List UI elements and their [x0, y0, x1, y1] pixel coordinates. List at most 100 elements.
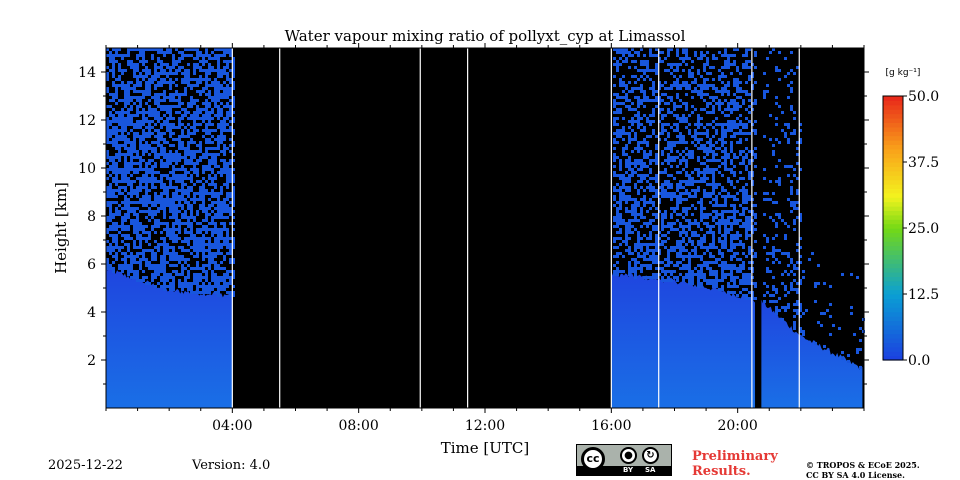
date-label: 2025-12-22 [48, 458, 123, 473]
x-axis-label: Time [UTC] [441, 439, 530, 457]
colorbar-segment [883, 214, 903, 220]
colorbar-segment [883, 162, 903, 167]
colorbar-segment [883, 324, 903, 330]
moist-layer [106, 267, 233, 408]
colorbar-unit-label: [g kg⁻¹] [886, 68, 921, 78]
colorbar-segment [883, 241, 903, 247]
plot-area [105, 47, 865, 409]
colorbar-segment [883, 258, 903, 264]
colorbar-segment [883, 135, 903, 141]
colorbar-segment [883, 153, 903, 159]
cc-logo-icon: cc [581, 447, 605, 471]
colorbar-segment [883, 280, 903, 286]
colorbar-segment [883, 192, 903, 198]
colorbar-segment [883, 272, 903, 277]
colorbar-segment [883, 166, 903, 172]
chart-title: Water vapour mixing ratio of pollyxt_cyp… [285, 27, 686, 45]
colorbar-segment [883, 201, 903, 207]
moist-layer [761, 299, 863, 408]
colorbar-segment [883, 250, 903, 255]
colorbar-segment [883, 144, 903, 150]
x-tick-label: 08:00 [338, 418, 378, 434]
copyright-line-2: CC BY SA 4.0 License. [806, 470, 905, 480]
colorbar-segment [883, 170, 903, 176]
colorbar-segment [883, 228, 903, 233]
colorbar-tick-label: 25.0 [908, 221, 939, 237]
humidity-field [106, 48, 865, 408]
colorbar-segment [883, 342, 903, 348]
colorbar-segment [883, 338, 903, 343]
x-axis: 04:00 08:00 12:00 16:00 20:00 [105, 43, 865, 434]
colorbar-segment [883, 267, 903, 273]
preliminary-line-1: Preliminary [692, 449, 778, 464]
colorbar-segment [883, 329, 903, 335]
colorbar-segment [883, 276, 903, 282]
cc-license-badge: cc ● ↻ BY SA [576, 444, 672, 476]
preliminary-results-note: Preliminary Results. [692, 449, 778, 479]
colorbar-segment [883, 351, 903, 357]
colorbar-segment [883, 316, 903, 321]
colorbar-segment [883, 219, 903, 225]
colorbar-segment [883, 109, 903, 115]
colorbar-segment [883, 223, 903, 229]
attribution-person-icon: ● [620, 447, 637, 464]
colorbar-segment [883, 285, 903, 291]
y-tick-label: 4 [87, 305, 96, 321]
version-label: Version: 4.0 [192, 458, 271, 473]
colorbar-segment [883, 126, 903, 132]
y-axis: 2 4 6 8 10 12 14 [78, 65, 869, 385]
colorbar: 0.0 12.5 25.0 37.5 50.0 [882, 89, 939, 369]
y-tick-label: 2 [87, 353, 96, 369]
copyright-note: © TROPOS & ECoE 2025. CC BY SA 4.0 Licen… [806, 460, 920, 480]
colorbar-segment [883, 245, 903, 251]
x-tick-label: 04:00 [212, 418, 252, 434]
moist-layer [611, 270, 756, 408]
share-alike-icon: ↻ [642, 447, 659, 464]
colorbar-segment [883, 113, 903, 119]
cc-badge-bar [577, 466, 671, 475]
colorbar-segment [883, 355, 903, 361]
y-tick-label: 6 [87, 257, 96, 273]
colorbar-segment [883, 307, 903, 313]
colorbar-tick-label: 0.0 [908, 353, 930, 369]
colorbar-tick-label: 50.0 [908, 89, 939, 105]
y-axis-label: Height [km] [52, 182, 70, 274]
colorbar-segment [883, 157, 903, 163]
x-tick-label: 16:00 [591, 418, 631, 434]
colorbar-segment [883, 263, 903, 269]
colorbar-segment [883, 320, 903, 326]
y-tick-label: 12 [78, 113, 96, 129]
colorbar-segment [883, 179, 903, 185]
upper-humidity-speckle [106, 48, 865, 369]
colorbar-segment [883, 96, 903, 101]
colorbar-segment [883, 131, 903, 137]
license-sa-label: SA [645, 466, 656, 474]
y-tick-label: 14 [78, 65, 96, 81]
colorbar-segment [883, 210, 903, 216]
colorbar-segment [883, 298, 903, 304]
colorbar-segment [883, 333, 903, 339]
copyright-line-1: © TROPOS & ECoE 2025. [806, 460, 920, 470]
y-tick-label: 8 [87, 209, 96, 225]
colorbar-segment [883, 302, 903, 308]
colorbar-segment [883, 311, 903, 317]
colorbar-tick-label: 12.5 [908, 287, 939, 303]
preliminary-line-2: Results. [692, 464, 751, 479]
colorbar-segment [883, 289, 903, 295]
x-tick-label: 20:00 [717, 418, 757, 434]
colorbar-segment [883, 294, 903, 299]
colorbar-segment [883, 118, 903, 123]
colorbar-segment [883, 232, 903, 238]
colorbar-segment [883, 175, 903, 181]
y-tick-label: 10 [78, 161, 96, 177]
colorbar-segment [883, 206, 903, 211]
colorbar-segment [883, 188, 903, 194]
colorbar-tick-label: 37.5 [908, 155, 939, 171]
colorbar-segment [883, 346, 903, 352]
colorbar-segment [883, 122, 903, 128]
colorbar-segment [883, 104, 903, 110]
colorbar-segment [883, 140, 903, 145]
colorbar-segment [883, 100, 903, 106]
colorbar-segment [883, 254, 903, 260]
